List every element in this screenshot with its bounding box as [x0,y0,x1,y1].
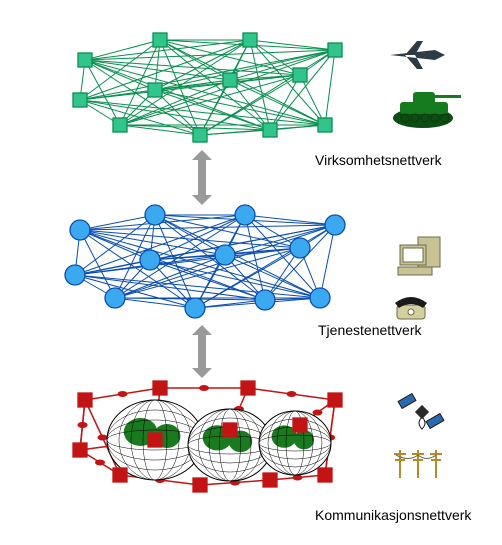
edge-marker [95,460,105,466]
node [318,468,332,482]
node [243,33,257,47]
label-communication: Kommunikasjonsnettverk [315,507,472,523]
label-business: Virksomhetsnettverk [315,152,443,168]
node [70,220,90,240]
node [193,478,207,492]
node [73,443,87,457]
node [105,288,125,308]
node [328,393,342,407]
node [223,423,237,437]
edge [230,50,335,80]
edge-marker [313,410,323,416]
edge [320,225,335,298]
node [293,418,307,432]
phone-icon [395,297,427,319]
edge [80,215,155,230]
node [153,381,167,395]
aircraft-icon [390,41,445,69]
node [255,290,275,310]
node [148,83,162,97]
node [223,73,237,87]
node [73,93,87,107]
node [263,123,277,137]
layer-service-nodes [65,205,345,318]
edge [85,60,300,75]
tank-icon [393,92,461,128]
node [78,393,92,407]
satellite-icon [398,394,444,429]
edge [75,275,195,308]
node [78,53,92,67]
node [148,433,162,447]
edge-marker [98,435,108,441]
node [293,68,307,82]
layer-connector-arrow [192,325,212,378]
edge [75,275,265,300]
node [193,128,207,142]
edge-marker [287,391,297,397]
edge-marker [118,391,128,397]
pylons-icon [394,450,442,478]
layer-communication-globes [107,400,331,481]
node [215,245,235,265]
edge [80,225,335,230]
node [153,33,167,47]
edge-marker [199,385,209,391]
node [290,238,310,258]
node [318,118,332,132]
node [113,468,127,482]
node [310,288,330,308]
edge [270,125,325,130]
layer-business: Virksomhetsnettverk [73,33,443,168]
node [65,265,85,285]
node [263,473,277,487]
node [241,381,255,395]
label-service: Tjenestenettverk [318,322,422,338]
node [140,250,160,270]
node [235,205,255,225]
edge-marker [78,422,88,428]
node [145,205,165,225]
node [113,118,127,132]
node [328,43,342,57]
computer-icon [398,237,440,275]
node [325,215,345,235]
node [185,298,205,318]
layer-business-nodes [73,33,342,142]
layer-service: Tjenestenettverk [65,205,422,338]
layer-connector-arrow [192,150,212,205]
